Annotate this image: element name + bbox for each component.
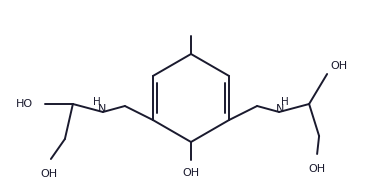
- Text: OH: OH: [40, 169, 57, 179]
- Text: OH: OH: [309, 164, 326, 174]
- Text: H: H: [93, 97, 101, 107]
- Text: HO: HO: [16, 99, 33, 109]
- Text: OH: OH: [183, 168, 199, 178]
- Text: H: H: [281, 97, 289, 107]
- Text: N: N: [276, 104, 284, 114]
- Text: OH: OH: [330, 61, 347, 71]
- Text: N: N: [98, 104, 106, 114]
